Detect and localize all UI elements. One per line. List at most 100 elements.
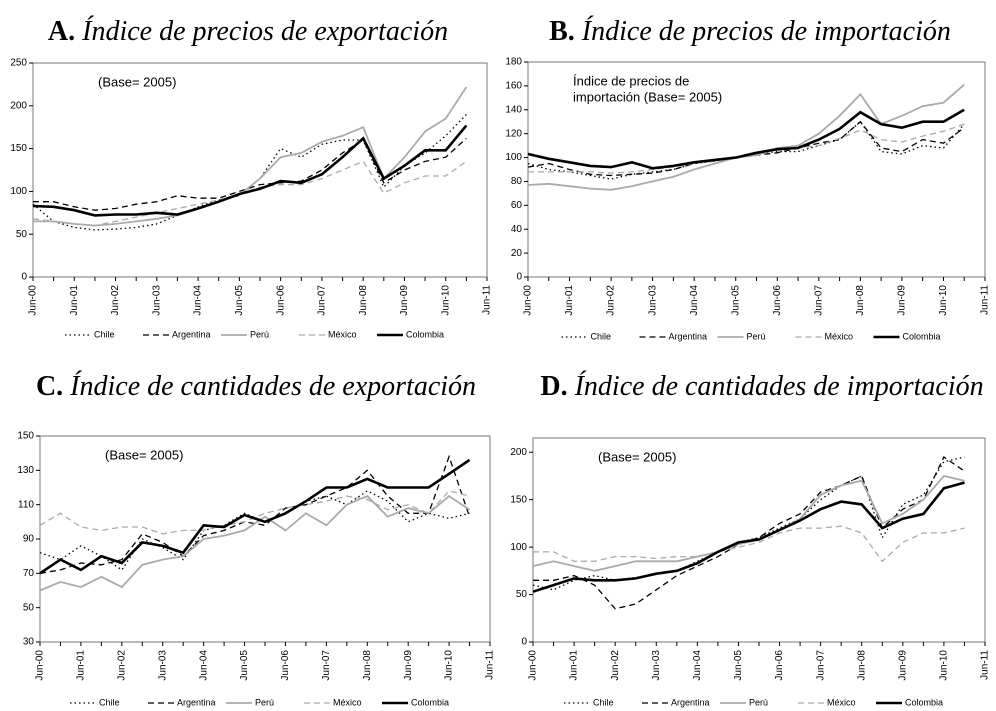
legend-label: Perú xyxy=(749,697,768,707)
annotation: (Base= 2005) xyxy=(598,449,676,464)
x-tick-label: Jun-05 xyxy=(234,285,245,316)
x-tick-label: Jun-03 xyxy=(157,650,168,681)
annotation: Índice de precios de xyxy=(573,73,689,88)
y-tick-label: 130 xyxy=(17,465,34,476)
y-tick-label: 120 xyxy=(505,128,522,139)
y-tick-label: 180 xyxy=(505,57,522,68)
x-tick-label: Jun-08 xyxy=(362,650,373,681)
legend-label: México xyxy=(825,331,854,341)
x-tick-label: Jun-00 xyxy=(523,285,534,316)
x-tick-label: Jun-04 xyxy=(193,285,204,316)
x-tick-label: Jun-10 xyxy=(939,650,950,681)
x-tick-label: Jun-01 xyxy=(569,650,580,681)
series-line xyxy=(39,490,470,571)
x-tick-label: Jun-04 xyxy=(198,650,209,681)
legend-label: México xyxy=(333,697,362,707)
series-line xyxy=(527,108,965,170)
plot-frame xyxy=(32,62,488,278)
panel-title-text: Índice de cantidades de importación xyxy=(574,371,984,402)
x-tick-label: Jun-03 xyxy=(647,285,658,316)
series-line xyxy=(33,137,467,211)
x-tick-label: Jun-08 xyxy=(855,285,866,316)
panel-label: D. xyxy=(540,371,567,402)
panel-label: B. xyxy=(549,16,575,47)
panel-title-text: Índice de precios de exportación xyxy=(81,16,448,47)
y-tick-label: 90 xyxy=(23,534,35,545)
y-tick-label: 200 xyxy=(10,100,27,111)
x-tick-label: Jun-02 xyxy=(610,650,621,681)
y-tick-label: 150 xyxy=(17,431,34,442)
series-line xyxy=(532,481,965,593)
x-tick-label: Jun-11 xyxy=(482,285,493,315)
legend-label: Chile xyxy=(94,329,115,339)
legend-label: Colombia xyxy=(905,697,943,707)
series-line xyxy=(527,120,965,177)
annotation: (Base= 2005) xyxy=(105,447,183,462)
plot-frame xyxy=(39,435,491,643)
x-tick-label: Jun-00 xyxy=(528,650,539,681)
x-tick-label: Jun-10 xyxy=(444,650,455,681)
x-tick-label: Jun-03 xyxy=(651,650,662,681)
series-line xyxy=(533,456,965,610)
y-tick-label: 200 xyxy=(510,447,527,458)
y-tick-label: 50 xyxy=(516,589,528,600)
x-tick-label: Jun-11 xyxy=(980,285,991,315)
x-tick-label: Jun-10 xyxy=(440,285,451,316)
legend-label: Perú xyxy=(250,329,269,339)
y-tick-label: 100 xyxy=(10,186,27,197)
series-line xyxy=(39,494,471,592)
x-tick-label: Jun-05 xyxy=(733,650,744,681)
x-tick-label: Jun-07 xyxy=(317,285,328,316)
x-tick-label: Jun-10 xyxy=(938,285,949,316)
x-tick-label: Jun-01 xyxy=(69,285,80,316)
y-tick-label: 0 xyxy=(521,637,527,648)
y-tick-label: 60 xyxy=(511,200,523,211)
x-tick-label: Jun-01 xyxy=(564,285,575,316)
panel-title: B. Índice de precios de importación xyxy=(549,16,951,47)
series-line xyxy=(32,124,468,217)
series-line xyxy=(33,86,468,227)
y-tick-label: 50 xyxy=(23,602,35,613)
legend-label: Colombia xyxy=(411,697,449,707)
y-tick-label: 0 xyxy=(516,272,522,283)
x-tick-label: Jun-04 xyxy=(689,285,700,316)
y-tick-label: 40 xyxy=(511,224,523,235)
y-tick-label: 150 xyxy=(10,143,27,154)
x-tick-label: Jun-04 xyxy=(692,650,703,681)
x-tick-label: Jun-06 xyxy=(774,650,785,681)
legend-label: México xyxy=(328,329,357,339)
y-tick-label: 80 xyxy=(511,176,523,187)
y-tick-label: 100 xyxy=(505,152,522,163)
y-tick-label: 50 xyxy=(16,229,28,240)
x-tick-label: Jun-11 xyxy=(980,650,991,680)
series-line xyxy=(39,454,471,574)
legend-label: Chile xyxy=(593,697,614,707)
series-line xyxy=(528,123,965,174)
x-tick-label: Jun-09 xyxy=(897,650,908,681)
x-tick-label: Jun-02 xyxy=(110,285,121,316)
legend-label: Colombia xyxy=(903,331,941,341)
x-tick-label: Jun-05 xyxy=(730,285,741,316)
x-tick-label: Jun-09 xyxy=(403,650,414,681)
x-tick-label: Jun-11 xyxy=(485,650,496,680)
series-line xyxy=(39,458,471,575)
y-tick-label: 20 xyxy=(511,248,523,259)
x-tick-label: Jun-07 xyxy=(813,285,824,316)
x-tick-label: Jun-00 xyxy=(35,650,46,681)
y-tick-label: 70 xyxy=(23,568,35,579)
y-tick-label: 100 xyxy=(510,542,527,553)
x-tick-label: Jun-08 xyxy=(856,650,867,681)
y-tick-label: 250 xyxy=(10,58,27,69)
x-tick-label: Jun-00 xyxy=(28,285,39,316)
series-line xyxy=(533,525,965,563)
y-tick-label: 110 xyxy=(18,499,34,510)
panel-title-text: Índice de precios de importación xyxy=(581,16,951,47)
legend-label: Argentina xyxy=(172,329,211,339)
legend-label: Perú xyxy=(747,331,766,341)
x-tick-label: Jun-02 xyxy=(116,650,127,681)
x-tick-label: Jun-03 xyxy=(151,285,162,316)
series-line xyxy=(532,456,965,591)
y-tick-label: 0 xyxy=(21,272,27,283)
legend-label: Colombia xyxy=(406,329,444,339)
